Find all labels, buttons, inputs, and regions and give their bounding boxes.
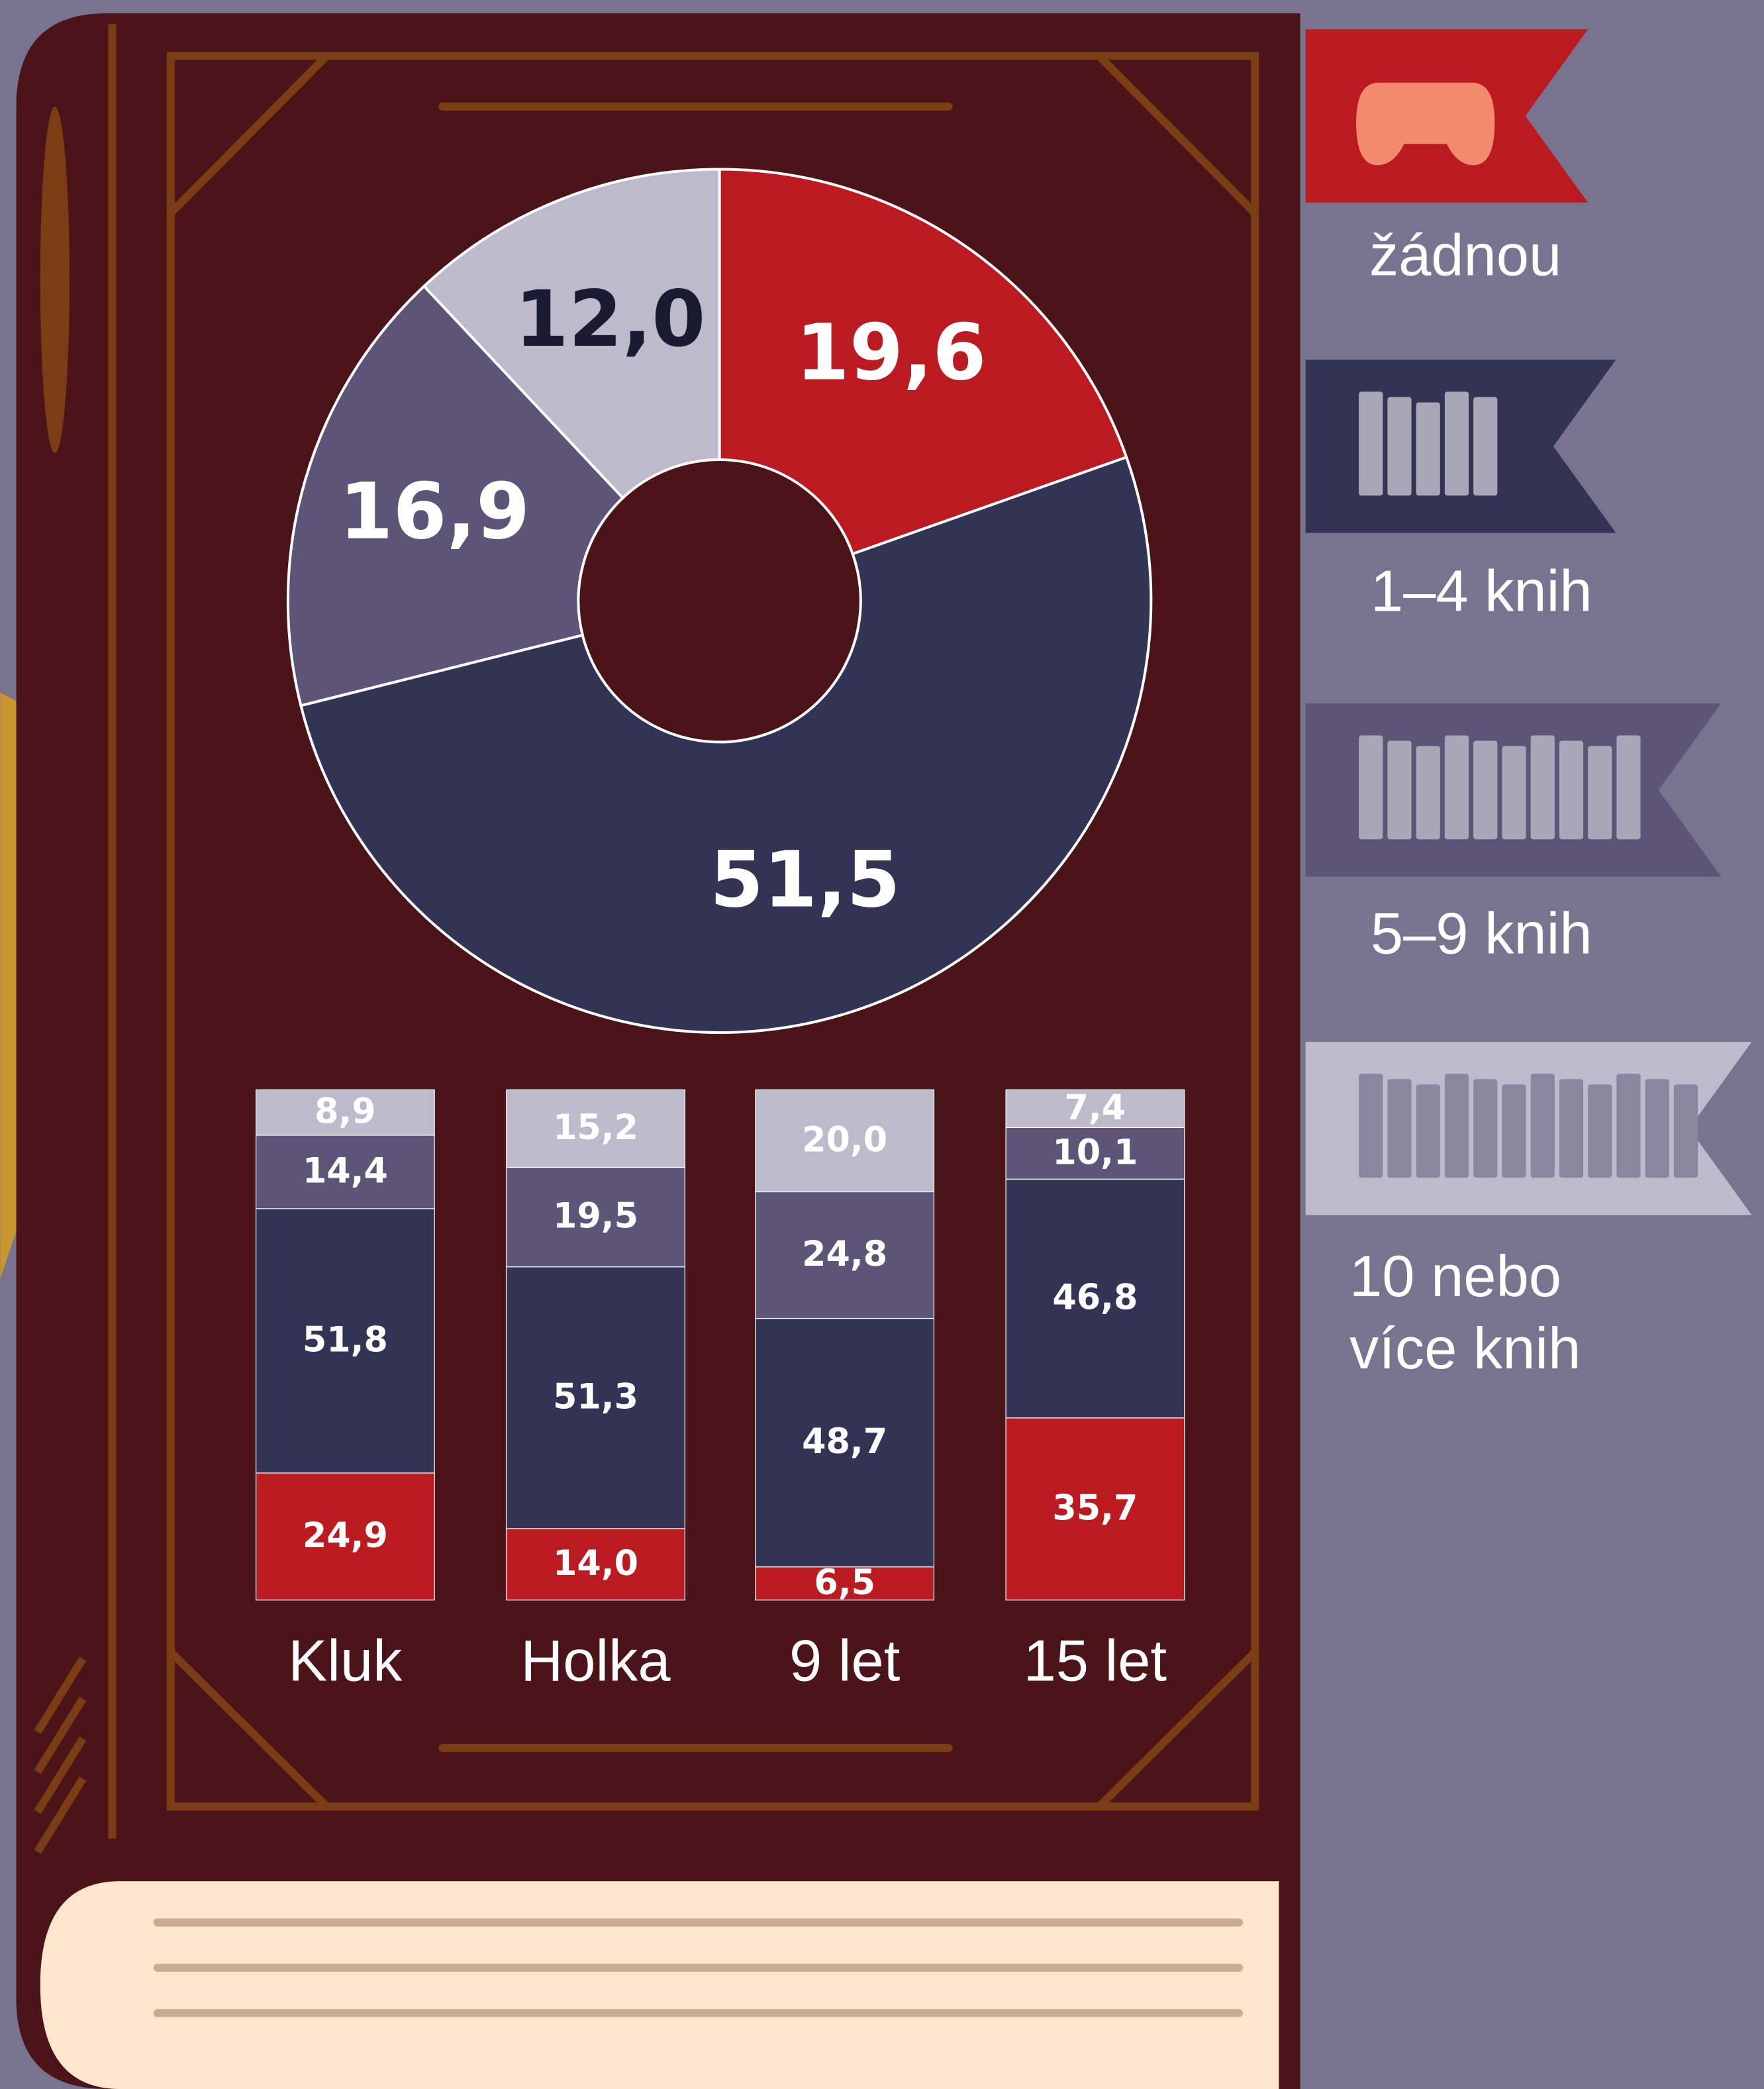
book-spine-icon: [1473, 1079, 1497, 1178]
legend-label: 1–4 knih: [1371, 558, 1592, 624]
book-spine-icon: [1445, 1074, 1469, 1178]
infographic: žádnou1–4 knih5–9 knih10 nebo více knih …: [0, 0, 1764, 2089]
book-spine-icon: [1473, 397, 1497, 495]
legend-label-box: 10 nebo více knih: [1349, 1242, 1616, 1401]
bar-value-label: 51,8: [303, 1319, 388, 1360]
book-spine-icon: [1645, 1079, 1669, 1178]
book-spine-icon: [1416, 746, 1440, 839]
bar-value-label: 14,0: [553, 1543, 638, 1584]
bar-value-label: 48,7: [802, 1421, 887, 1462]
book-spine-icon: [1559, 740, 1583, 839]
bar-value-label: 10,1: [1052, 1132, 1138, 1172]
book-spine-icon: [1359, 391, 1383, 495]
bar-value-label: 51,3: [553, 1376, 638, 1417]
bar-value-label: 14,4: [303, 1150, 388, 1191]
book-spine-icon: [1502, 1084, 1526, 1178]
book-pages: [40, 1881, 1279, 2089]
book-spine-icon: [1387, 1079, 1411, 1178]
book-spine-icon: [1359, 735, 1383, 839]
book-spine-icon: [1531, 735, 1555, 839]
category-label: 9 let: [789, 1628, 900, 1694]
legend-label: 10 nebo více knih: [1349, 1242, 1616, 1386]
slice-label: 12,0: [515, 274, 706, 364]
bar-value-label: 20,0: [802, 1119, 887, 1160]
book-spine-icon: [1416, 402, 1440, 495]
bar-value-label: 24,8: [802, 1234, 887, 1274]
category-label: Holka: [520, 1628, 671, 1694]
book-spine-icon: [1502, 746, 1526, 839]
legend-label: žádnou: [1369, 223, 1561, 288]
bar-value-label: 35,7: [1052, 1488, 1138, 1528]
slice-label: 19,6: [796, 308, 987, 398]
bar-value-label: 19,5: [553, 1196, 638, 1237]
bar-value-label: 46,8: [1052, 1277, 1138, 1317]
slice-label: 16,9: [339, 466, 530, 556]
book-spine-icon: [1674, 1084, 1698, 1178]
bar-value-label: 24,9: [303, 1515, 388, 1556]
book-spine-icon: [1387, 740, 1411, 839]
book-spine-icon: [1616, 1074, 1640, 1178]
book-ornament: [40, 107, 70, 453]
book-spine-icon: [1387, 397, 1411, 495]
category-label: 15 let: [1024, 1628, 1167, 1694]
book-spine-icon: [1588, 1084, 1612, 1178]
book-spine-icon: [1445, 735, 1469, 839]
book-spine-icon: [1359, 1074, 1383, 1178]
page: žádnou1–4 knih5–9 knih10 nebo více knih …: [0, 0, 1764, 2089]
bar-value-label: 6,5: [814, 1562, 875, 1603]
bar-value-label: 15,2: [553, 1107, 638, 1148]
book-spine-icon: [1445, 391, 1469, 495]
legend-icon: [1359, 391, 1497, 495]
book-spine-icon: [1531, 1074, 1555, 1178]
book-spine-icon: [1559, 1079, 1583, 1178]
bar-value-label: 7,4: [1065, 1088, 1126, 1128]
book-spine-icon: [1473, 740, 1497, 839]
legend-label: 5–9 knih: [1371, 900, 1592, 966]
bar-value-label: 8,9: [315, 1092, 376, 1132]
slice-label: 51,5: [710, 835, 901, 925]
book-spine-icon: [1616, 735, 1640, 839]
category-label: Kluk: [288, 1628, 403, 1694]
book-spine-icon: [1588, 746, 1612, 839]
book-spine-icon: [1416, 1084, 1440, 1178]
